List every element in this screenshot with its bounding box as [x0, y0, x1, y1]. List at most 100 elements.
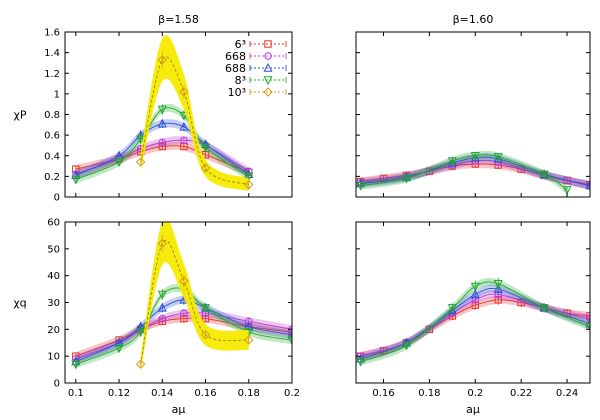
- data-point: [379, 174, 388, 183]
- data-point: [470, 282, 480, 292]
- y-tick-label: 40: [47, 271, 60, 282]
- legend-marker: [263, 76, 273, 86]
- data-point: [179, 276, 189, 286]
- data-point: [157, 55, 167, 65]
- error-band-series-1: [75, 308, 292, 363]
- data-point: [539, 304, 549, 313]
- data-point: [493, 280, 503, 289]
- y-tick-label: 1.4: [44, 48, 60, 59]
- x-tick-label: 0.16: [372, 388, 394, 399]
- fit-line-series-2: [75, 299, 292, 362]
- data-point: [447, 157, 457, 167]
- data-point: [425, 325, 434, 334]
- y-axis-label: χq: [13, 297, 26, 310]
- data-point: [470, 152, 480, 162]
- y-tick-label: 20: [47, 325, 60, 336]
- y-tick-label: 0.6: [44, 131, 60, 142]
- data-point: [200, 163, 211, 173]
- x-tick-label: 0.18: [418, 388, 440, 399]
- data-point: [157, 302, 167, 312]
- error-band-series-2: [360, 284, 590, 363]
- data-point: [287, 329, 292, 339]
- data-point: [470, 152, 480, 161]
- legend-label: 688: [225, 62, 246, 75]
- fit-line-series-4: [140, 56, 249, 186]
- x-tick-label: 0.1: [68, 388, 84, 399]
- data-point: [493, 283, 503, 293]
- data-point: [563, 176, 571, 185]
- data-point: [447, 305, 457, 315]
- plot-area: [71, 35, 254, 192]
- error-band-series-3: [360, 150, 568, 194]
- data-point: [470, 289, 480, 299]
- data-point: [136, 328, 146, 338]
- error-band-series-3: [75, 283, 292, 369]
- data-point: [200, 329, 211, 340]
- legend-label: 668: [225, 50, 246, 63]
- data-point: [201, 143, 211, 153]
- data-point: [585, 322, 590, 332]
- data-point: [287, 336, 292, 346]
- plot-area: [356, 150, 590, 195]
- y-tick-label: 30: [47, 298, 60, 309]
- y-tick-label: 60: [47, 218, 60, 229]
- legend-label: 10³: [228, 86, 246, 99]
- y-tick-label: 0.4: [44, 151, 60, 162]
- data-point: [114, 158, 124, 168]
- y-tick-label: 1.6: [44, 28, 60, 39]
- y-axis-label: χP: [14, 109, 27, 122]
- x-axis-label: aμ: [172, 403, 186, 416]
- y-tick-label: 0: [54, 379, 60, 390]
- data-point: [157, 290, 167, 300]
- data-point: [157, 105, 167, 115]
- legend-marker: [263, 87, 273, 97]
- data-point: [562, 186, 572, 195]
- error-band-series-2: [75, 119, 249, 180]
- y-tick-label: 50: [47, 244, 60, 255]
- data-point: [179, 111, 189, 121]
- y-tick-label: 0.8: [44, 110, 60, 121]
- x-axis-label: aμ: [466, 403, 480, 416]
- panel-chiq-beta160: 0.16 0.18 0.2 0.22 0.24 aμ: [355, 221, 591, 416]
- x-tick-label: 0.24: [556, 388, 578, 399]
- data-point: [356, 181, 366, 191]
- legend-marker: [264, 40, 272, 48]
- x-tick-label: 0.14: [151, 388, 173, 399]
- data-point: [401, 341, 411, 351]
- y-tick-label: 1.2: [44, 69, 60, 80]
- error-band-series-1: [360, 290, 590, 361]
- data-point: [179, 87, 189, 97]
- plot-area: [71, 222, 292, 372]
- data-point: [71, 175, 81, 185]
- panel-chiP-beta158: 0 0.2 0.4 0.6 0.8 1 1.2 1.4 1.6 β=1.58 χP 6³6686888…: [14, 13, 293, 204]
- data-point: [179, 121, 189, 131]
- panel-title: β=1.58: [158, 13, 199, 26]
- panel-chiP-beta160: β=1.60: [355, 13, 591, 198]
- x-tick-label: 0.16: [194, 388, 216, 399]
- data-point: [201, 304, 211, 313]
- plot-area: [356, 277, 590, 367]
- fit-line-series-0: [75, 317, 292, 357]
- y-tick-label: 0: [54, 193, 60, 204]
- legend-marker: [264, 52, 272, 60]
- x-tick-label: 0.18: [238, 388, 260, 399]
- y-tick-label: 0.2: [44, 172, 60, 183]
- data-point: [114, 344, 124, 354]
- data-point: [356, 357, 366, 367]
- data-point: [157, 238, 167, 249]
- data-point: [180, 136, 188, 144]
- legend-label: 8³: [235, 74, 246, 87]
- data-point: [447, 157, 457, 167]
- data-point: [180, 309, 188, 317]
- error-band-series-3: [360, 277, 590, 366]
- data-point: [158, 314, 166, 323]
- legend-marker: [263, 62, 273, 72]
- data-point: [157, 118, 167, 128]
- y-tick-label: 1: [54, 89, 60, 100]
- error-band-series-4: [140, 35, 249, 192]
- data-point: [244, 335, 254, 345]
- data-point: [244, 179, 254, 190]
- data-point: [135, 359, 146, 369]
- data-point: [493, 153, 503, 163]
